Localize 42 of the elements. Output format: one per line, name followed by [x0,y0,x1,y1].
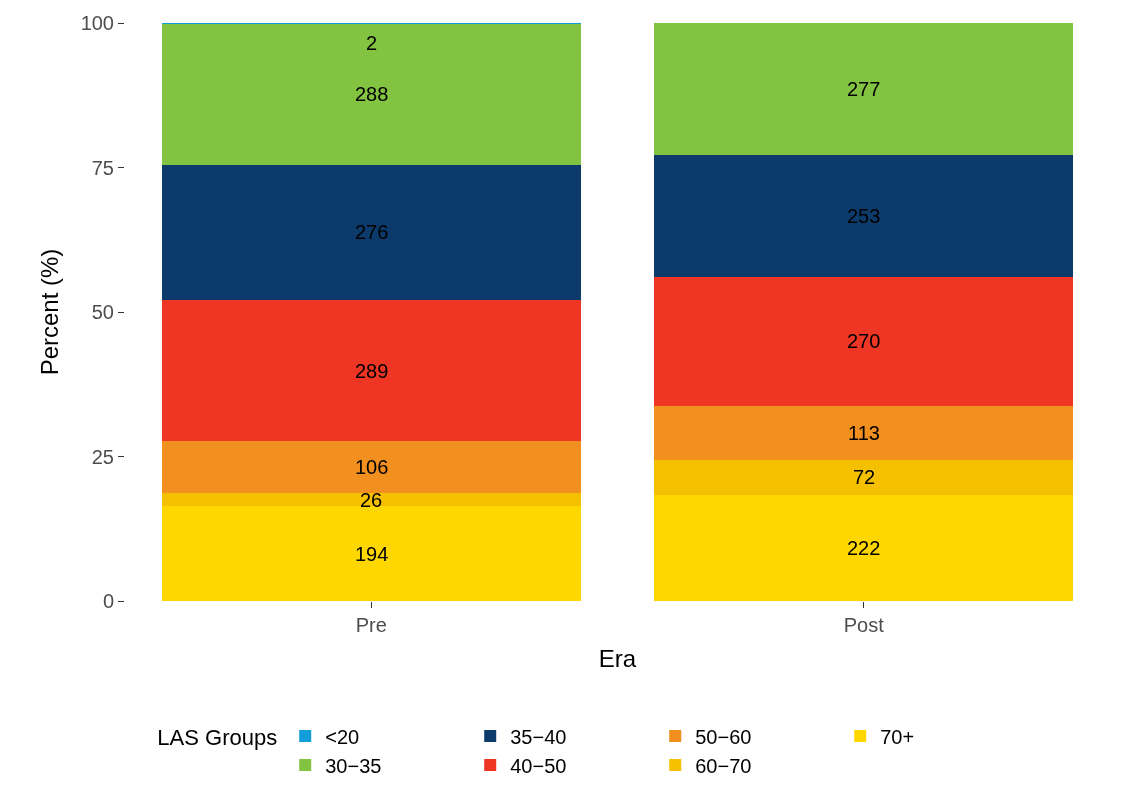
legend-label: 35−40 [510,725,567,748]
bar [161,299,581,442]
bar [654,459,1074,495]
legend-title: LAS Groups [157,725,278,751]
annotation: 270 [847,330,881,352]
annotation: 289 [355,360,389,382]
annotation: 26 [360,489,383,511]
bar [654,155,1074,277]
annotation: 106 [355,456,389,478]
annotation: 288 [355,83,389,105]
bar [161,506,581,601]
x-axis-title: Era [598,645,637,673]
y-tick-label: 25 [91,445,114,468]
bar [654,406,1074,460]
legend-label: 60−70 [695,754,752,777]
legend-label: 30−35 [325,754,382,777]
annotation: 72 [853,466,876,488]
annotation: 2 [366,32,378,54]
legend-label: 50−60 [695,725,752,748]
annotation: 113 [848,422,880,444]
legend-label: <20 [325,725,360,748]
bar [161,441,581,494]
bar [161,164,581,300]
annotation: 253 [847,205,881,227]
x-tick-label: Pre [355,614,387,636]
bar [161,23,581,165]
annotation: 277 [847,78,881,100]
bar [654,494,1074,601]
y-tick-label: 50 [91,301,114,323]
bar [654,23,1074,156]
x-tick-label: Post [843,614,885,636]
y-axis-title: Percent (%) [35,248,63,376]
legend-label: 70+ [880,725,915,748]
annotation: 222 [847,537,881,559]
y-tick-label: 100 [80,12,114,34]
bar [654,276,1074,407]
bar [161,493,581,507]
legend-label: 40−50 [510,754,567,777]
annotation: 194 [355,543,389,565]
y-tick-label: 0 [102,590,114,612]
annotation: 276 [355,221,389,243]
y-tick-label: 75 [91,156,114,179]
